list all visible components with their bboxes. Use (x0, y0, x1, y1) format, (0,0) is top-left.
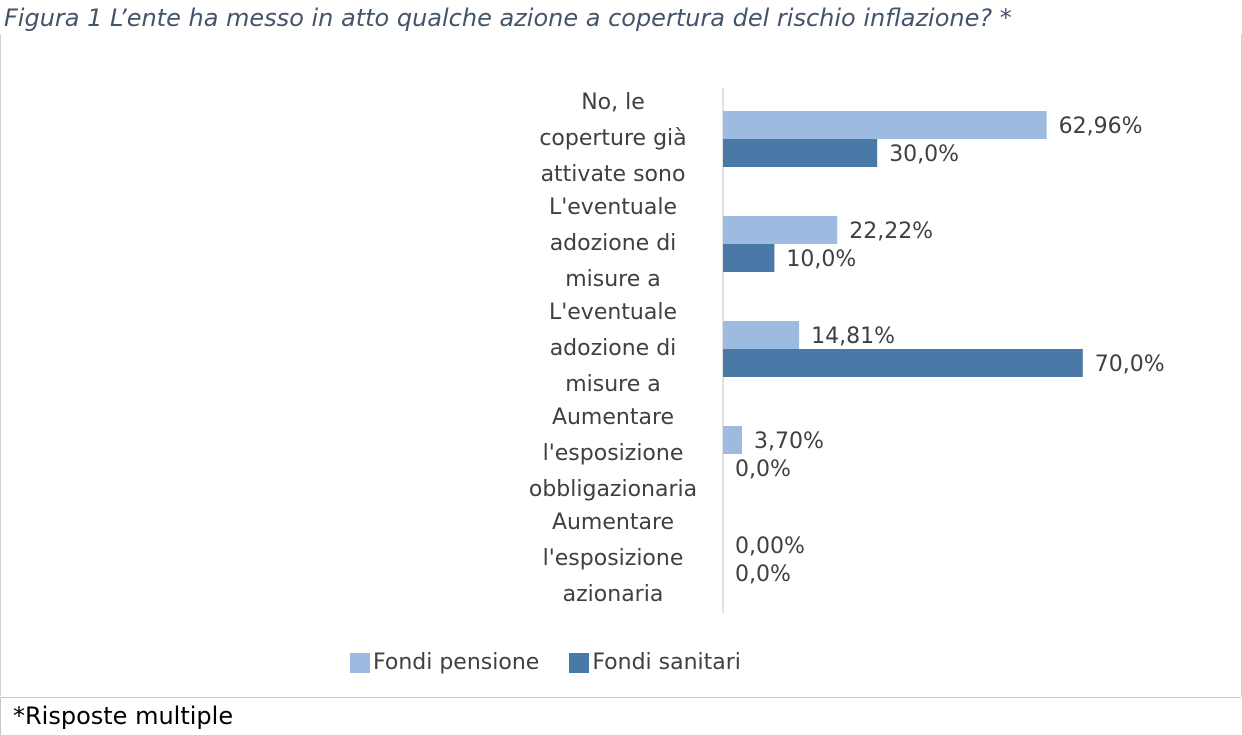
bar-fondi-pensione-0 (723, 111, 1047, 139)
category-label-0: No, le coperture già attivate sono (539, 90, 686, 187)
bar-fondi-sanitari-0 (723, 139, 878, 167)
data-label-fondi-sanitari-3: 0,0% (735, 457, 791, 482)
bar-chart: No, le coperture già attivate sono 62,96% 30… (529, 88, 1165, 613)
legend-item-fondi-sanitari: Fondi sanitari (569, 650, 741, 675)
data-label-fondi-sanitari-1: 10,0% (786, 247, 856, 272)
bar-fondi-pensione-3 (723, 426, 743, 454)
data-label-fondi-pensione-1: 22,22% (849, 219, 933, 244)
footnote: *Risposte multiple (13, 702, 234, 730)
data-label-fondi-pensione-0: 62,96% (1059, 114, 1143, 139)
legend-swatch-fondi-sanitari (569, 652, 590, 673)
bar-fondi-sanitari-2 (723, 349, 1083, 377)
bar-fondi-sanitari-1 (723, 244, 775, 272)
legend-label-fondi-sanitari: Fondi sanitari (592, 650, 741, 675)
category-label-2: L'eventuale adozione di misure a (549, 300, 677, 397)
bar-fondi-pensione-2 (723, 321, 800, 349)
data-label-fondi-pensione-2: 14,81% (811, 324, 895, 349)
footnote-box: *Risposte multiple (0, 697, 1241, 735)
data-label-fondi-sanitari-4: 0,0% (735, 562, 791, 587)
data-label-fondi-pensione-4: 0,00% (735, 534, 805, 559)
category-label-1: L'eventuale adozione di misure a (549, 195, 677, 292)
data-label-fondi-pensione-3: 3,70% (754, 429, 824, 454)
category-label-4: Aumentare l'esposizione azionaria (543, 510, 684, 607)
figure-title: Figura 1 L’ente ha messo in atto qualche… (4, 4, 1012, 32)
legend-label-fondi-pensione: Fondi pensione (373, 650, 540, 675)
legend: Fondi pensione Fondi sanitari (350, 650, 771, 675)
bar-fondi-pensione-1 (723, 216, 838, 244)
data-label-fondi-sanitari-0: 30,0% (889, 142, 959, 167)
legend-swatch-fondi-pensione (350, 652, 370, 673)
chart-area: No, le coperture già attivate sono 62,96% 30… (0, 34, 1242, 696)
legend-item-fondi-pensione: Fondi pensione (350, 650, 539, 675)
data-label-fondi-sanitari-2: 70,0% (1095, 352, 1165, 377)
category-label-3: Aumentare l'esposizione obbligazionaria (529, 405, 697, 502)
